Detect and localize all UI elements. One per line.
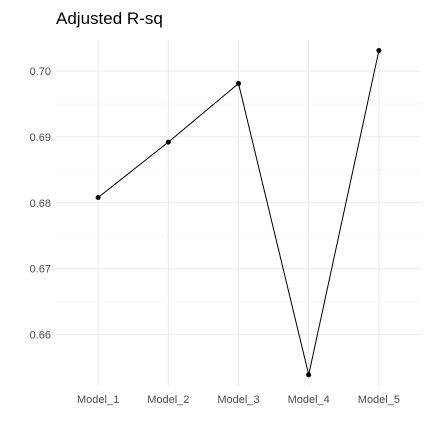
x-tick-label: Model_5 [358,394,400,406]
y-tick-label: 0.66 [30,330,51,342]
y-axis-tick-labels: 0.66 0.67 0.68 0.69 0.70 [30,66,51,342]
x-tick-label: Model_2 [147,394,189,406]
chart-title: Adjusted R-sq [56,9,163,28]
y-tick-label: 0.69 [30,132,51,144]
y-tick-label: 0.68 [30,198,51,210]
data-point [165,139,171,145]
data-point [95,195,101,201]
y-tick-label: 0.70 [30,66,51,78]
major-gridlines [56,40,421,386]
x-tick-label: Model_1 [77,394,119,406]
x-tick-label: Model_4 [288,394,330,406]
x-tick-label: Model_3 [217,394,259,406]
data-point [376,48,382,54]
adjusted-r-sq-series [95,48,382,378]
y-tick-label: 0.67 [30,264,51,276]
data-point [306,372,312,378]
x-axis-tick-labels: Model_1 Model_2 Model_3 Model_4 Model_5 [77,394,400,406]
data-point [236,80,241,86]
